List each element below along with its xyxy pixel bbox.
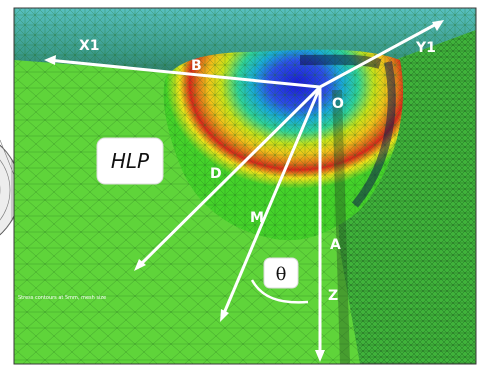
label-o: O xyxy=(332,96,344,112)
contour-dark-edge xyxy=(351,61,396,208)
ray-m-line xyxy=(220,86,322,319)
hlp-box xyxy=(96,137,164,185)
label-y1: Y1 xyxy=(415,40,436,56)
y1-arrowhead xyxy=(432,20,444,31)
stress-contour-mesh xyxy=(163,49,404,241)
theta-arc xyxy=(250,279,309,304)
x1-arrowhead xyxy=(44,55,56,65)
m-arrowhead xyxy=(220,309,229,322)
label-z: Z xyxy=(328,288,338,304)
theta-label: θ xyxy=(276,264,287,285)
d-arrowhead xyxy=(134,259,146,271)
ray-d-line xyxy=(135,85,322,270)
axes-lines xyxy=(47,20,441,358)
label-x1: X1 xyxy=(79,38,100,54)
theta-box xyxy=(263,257,299,289)
label-d: D xyxy=(210,166,222,182)
axis-arrowheads xyxy=(44,20,444,362)
axis-y1-line xyxy=(319,20,441,89)
vertical-dark-strip xyxy=(332,90,350,364)
panel-border xyxy=(13,7,477,365)
hlp-label: HLP xyxy=(111,149,150,173)
label-b: B xyxy=(191,58,202,74)
contour-dark-top xyxy=(299,54,382,69)
z-arrowhead xyxy=(315,350,325,362)
axis-x1-line xyxy=(47,58,321,89)
small-caption: Stress contours at 5mm, mesh size xyxy=(18,295,106,301)
label-m: M xyxy=(250,210,264,226)
label-a: A xyxy=(330,237,341,253)
